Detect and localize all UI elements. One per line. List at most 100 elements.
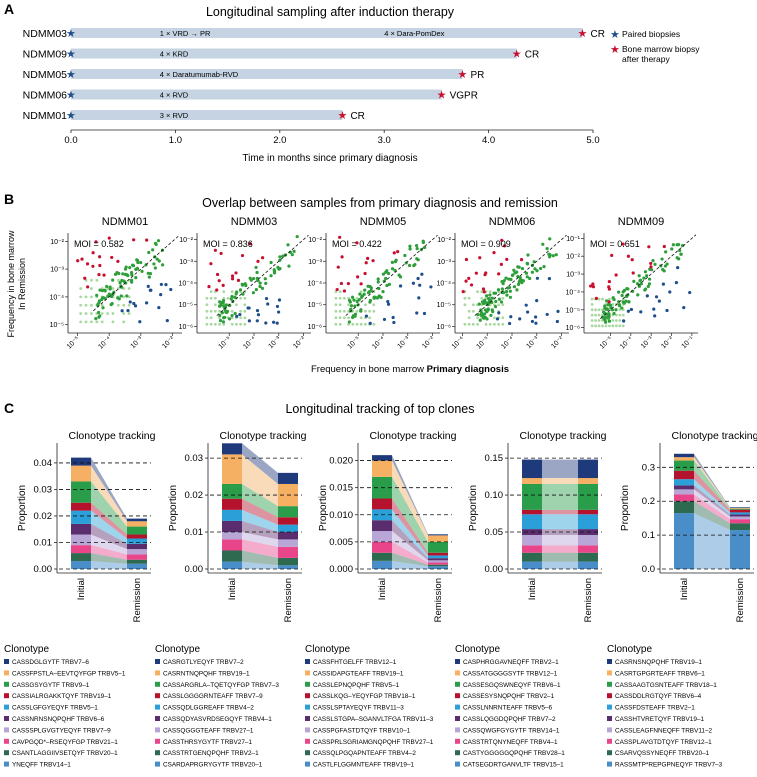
scatter-point-green (381, 272, 386, 276)
scatter-point-blue (639, 310, 643, 314)
scatter-point-lightgreen (611, 303, 615, 306)
scatter-point-green (530, 270, 534, 274)
scatter-point-blue (164, 283, 168, 287)
scatter-point-lightgreen (608, 297, 611, 301)
scatter-point-lightgreen (476, 290, 479, 294)
scatter-point-green (492, 291, 496, 295)
clonotype-legend-label: CASSESGQSWNEQYF TRBV6–1 (463, 682, 561, 689)
scatter-point-blue (556, 309, 560, 313)
tracking-category-label: Remission (583, 578, 594, 622)
scatter-point-green (499, 300, 504, 304)
scatter-point-green (611, 296, 615, 300)
scatter-point-green (264, 281, 268, 285)
scatter-point-green (480, 300, 485, 304)
scatter-point-green (525, 261, 529, 265)
scatter-point-green (263, 277, 267, 281)
scatter-point-green (414, 244, 419, 248)
scatter-point-green (632, 279, 636, 283)
tracking-bar-initial-segment (522, 545, 542, 553)
clonotype-legend-swatch (607, 693, 612, 699)
scatter-point-lightgreen (614, 313, 618, 317)
scatter-point-lightgreen (480, 290, 484, 294)
clonotype-legend-swatch (607, 670, 612, 676)
scatter-point-green (487, 300, 491, 304)
scatter-point-lightgreen (79, 320, 83, 324)
scatter-point-green (541, 242, 545, 246)
scatter-point-green (643, 288, 647, 292)
scatter-y-label-1: Frequency in bone marrow (6, 230, 16, 338)
scatter-point-lightgreen (90, 278, 93, 282)
scatter-point-blue (132, 301, 136, 306)
scatter-point-red (97, 272, 101, 277)
scatter-point-blue (497, 311, 501, 315)
scatter-point-blue (133, 304, 138, 308)
scatter-point-blue (653, 314, 657, 318)
scatter-point-green (490, 296, 494, 300)
scatter-x-tick-label: 10⁻⁴ (619, 335, 634, 350)
scatter-x-tick-label: 10⁻² (161, 335, 176, 350)
paired-biopsy-star-icon: ★ (66, 28, 76, 40)
tracking-flow-band (242, 509, 278, 533)
tracking-bar-initial-segment (71, 465, 91, 482)
scatter-point-green (121, 272, 125, 276)
scatter-point-blue (417, 296, 421, 300)
tracking-title: Clonotype tracking (370, 430, 457, 442)
tracking-bar-remission-segment (278, 506, 298, 518)
scatter-point-lightgreen (95, 320, 99, 324)
clonotype-legend-swatch (455, 659, 460, 664)
scatter-point-green (643, 270, 648, 274)
scatter-x-tick-label: 10⁻⁵ (218, 335, 233, 350)
scatter-point-red (464, 279, 468, 283)
clonotype-legend-swatch (4, 727, 9, 733)
tracking-flow-band (392, 560, 428, 569)
scatter-point-blue (277, 310, 281, 314)
scatter-point-green (524, 271, 529, 275)
scatter-point-lightgreen (467, 296, 471, 300)
scatter-point-green (366, 291, 371, 295)
scatter-point-lightgreen (79, 295, 83, 299)
scatter-point-red (340, 255, 344, 259)
tracking-flow-band (91, 561, 127, 569)
tracking-y-tick-label: 0.04 (34, 458, 53, 469)
tracking-y-tick-label: 0.02 (34, 511, 53, 522)
scatter-point-blue (429, 285, 433, 289)
scatter-point-red (482, 290, 486, 294)
clonotype-legend-swatch (305, 681, 310, 687)
scatter-x-tick-label: 10⁻⁵ (476, 335, 491, 350)
legend-bm-label-1: Bone marrow biopsy (622, 44, 700, 54)
tracking-bar-remission-segment (127, 559, 147, 564)
scatter-point-green (515, 288, 519, 292)
scatter-point-green (131, 263, 135, 267)
scatter-point-green (517, 280, 521, 284)
scatter-point-lightgreen (334, 316, 338, 320)
scatter-point-red (342, 289, 347, 293)
tracking-bar-initial-segment (222, 520, 242, 533)
timeline-tick-label: 0.0 (64, 135, 77, 146)
tracking-flow-band (694, 470, 730, 513)
tracking-flow-band (694, 494, 730, 524)
scatter-point-green (375, 296, 379, 300)
tracking-bar-remission-segment (127, 554, 147, 560)
scatter-point-lightgreen (493, 316, 496, 320)
scatter-point-lightgreen (122, 320, 126, 324)
tracking-bar-remission-segment (127, 526, 147, 535)
scatter-point-green (260, 286, 265, 290)
scatter-point-lightgreen (84, 295, 88, 299)
scatter-NDMM09: NDMM09 10⁻⁵ 10⁻⁴ 10⁻³ 10⁻² 10⁻¹ 10⁻¹ 10⁻² 10⁻³ 10… (566, 216, 698, 351)
panel-a-title: Longitudinal sampling after induction th… (206, 5, 455, 19)
scatter-point-red (607, 300, 611, 304)
scatter-point-green (516, 282, 521, 286)
scatter-point-green (665, 262, 669, 266)
scatter-point-blue (247, 319, 252, 323)
scatter-y-tick-label: 10⁻² (566, 254, 580, 261)
scatter-point-red (339, 281, 344, 286)
tracking-bar-remission-segment (278, 557, 298, 566)
clonotype-legend-swatch (4, 659, 9, 664)
timeline-tick-label: 4.0 (482, 135, 495, 146)
scatter-point-green (511, 273, 515, 277)
scatter-point-green (363, 288, 367, 292)
tracking-y-tick-label: 0.03 (185, 453, 204, 464)
tracking-y-tick-label: 0.05 (485, 527, 504, 538)
scatter-point-lightgreen (213, 322, 217, 326)
scatter-point-green (95, 293, 99, 297)
